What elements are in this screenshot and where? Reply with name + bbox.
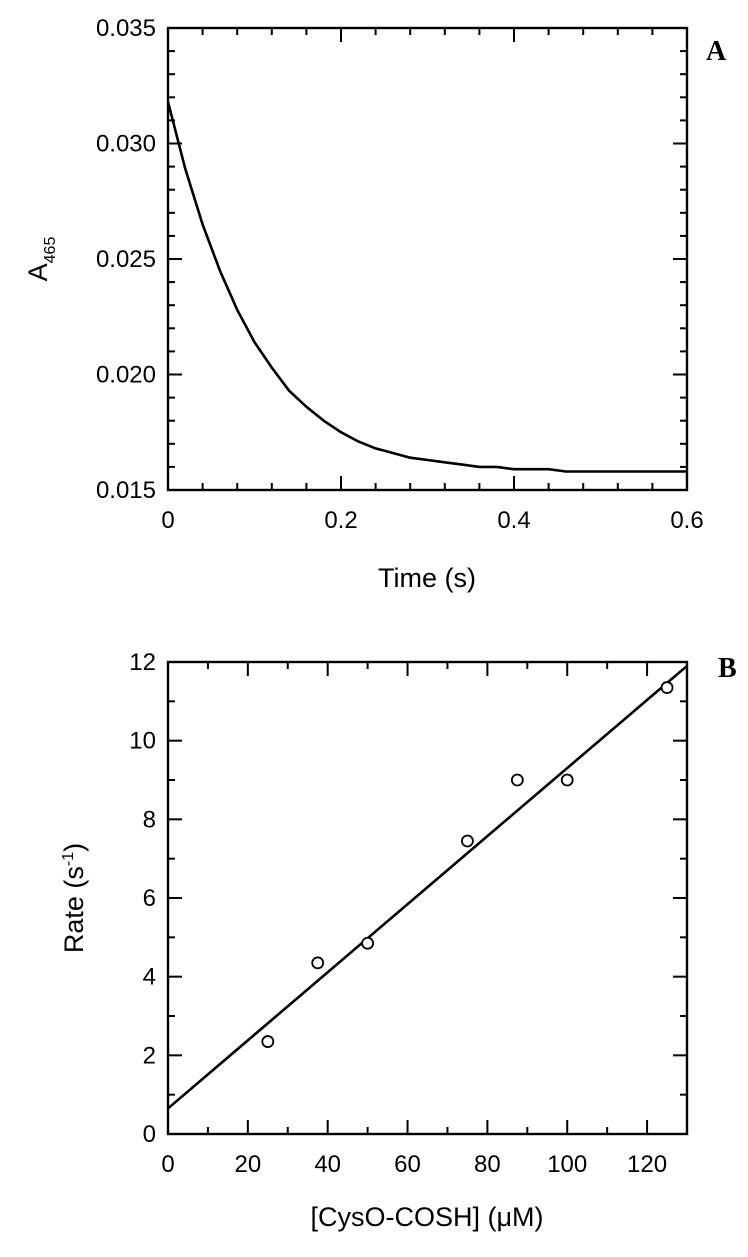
panel-b-y-axis-title-main: Rate (s <box>59 866 89 953</box>
panel-b-data-point <box>560 773 574 787</box>
panel-b-data-point <box>311 956 325 970</box>
panel-b-series <box>167 664 688 1110</box>
panel-a-y-tick-label: 0.015 <box>96 477 156 504</box>
panel-b-data-point <box>361 936 375 950</box>
panel-b-data-point <box>461 834 474 848</box>
panel-a-tick-labels: 0 0.2 0.4 0.6 0.015 0.020 0.025 0.030 0.035 <box>96 15 704 534</box>
panel-b-y-axis-title-end: ) <box>59 843 89 852</box>
panel-b-x-tick-label: 120 <box>627 1151 667 1178</box>
panel-b-plot-frame <box>166 660 689 1136</box>
panel-b-data-point <box>510 773 524 787</box>
panel-b-y-tick-label: 4 <box>143 964 156 991</box>
panel-a-y-axis-title-main: A <box>23 263 53 281</box>
svg-text:A465: A465 <box>23 237 59 282</box>
panel-b-y-axis-title: Rate (s-1) <box>59 843 89 953</box>
chart-panel-a: A 0 0.2 0.4 0.6 0.015 0.020 0.025 0.030 0.035 Ti… <box>23 15 727 593</box>
panel-a-y-axis-title-subscript: 465 <box>42 237 59 264</box>
panel-b-x-tick-label: 0 <box>161 1151 174 1178</box>
panel-b-y-tick-label: 10 <box>129 728 156 755</box>
panel-b-x-tick-label: 40 <box>314 1151 341 1178</box>
chart-panel-b: B 0 20 40 60 80 100 120 0 2 4 6 8 10 12 [CysO-COSH] (… <box>59 649 737 1232</box>
panel-b-tick-labels: 0 20 40 60 80 100 120 0 2 4 6 8 10 12 <box>129 649 667 1178</box>
panel-b-x-tick-label: 20 <box>234 1151 261 1178</box>
panel-a-ticks <box>167 27 688 491</box>
panel-b-y-tick-label: 0 <box>143 1121 156 1148</box>
panel-a-x-axis-title: Time (s) <box>378 563 476 593</box>
panel-b-x-tick-label: 80 <box>474 1151 501 1178</box>
panel-label-a: A <box>706 36 727 67</box>
panel-b-y-axis-title-superscript: -1 <box>60 852 77 866</box>
panel-a-x-tick-label: 0.6 <box>670 507 703 534</box>
panel-a-y-tick-label: 0.035 <box>96 15 156 42</box>
panel-a-plot-frame <box>166 26 689 492</box>
panel-a-y-tick-label: 0.030 <box>96 131 156 158</box>
panel-b-y-tick-label: 12 <box>129 649 156 676</box>
panel-a-x-tick-label: 0.2 <box>324 507 357 534</box>
panel-a-y-tick-label: 0.025 <box>96 246 156 273</box>
panel-b-x-axis-title: [CysO-COSH] (μM) <box>310 1202 543 1232</box>
panel-a-x-tick-label: 0.4 <box>497 507 530 534</box>
panel-a-y-tick-label: 0.020 <box>96 362 156 389</box>
panel-a-y-axis-title: A465 <box>23 237 59 282</box>
panel-b-y-tick-label: 6 <box>143 885 156 912</box>
panel-b-y-tick-label: 2 <box>143 1042 156 1069</box>
panel-a-series <box>166 101 687 473</box>
panel-label-b: B <box>718 653 737 684</box>
panel-a-decay-curve <box>166 101 687 473</box>
panel-b-data-point <box>660 681 674 694</box>
panel-b-y-tick-label: 8 <box>143 806 156 833</box>
panel-b-fit-line <box>167 664 688 1110</box>
panel-b-data-point <box>261 1035 275 1048</box>
panel-b-x-tick-label: 60 <box>394 1151 421 1178</box>
panel-b-x-tick-label: 100 <box>547 1151 587 1178</box>
panel-a-x-tick-label: 0 <box>161 507 174 534</box>
svg-text:Rate (s-1): Rate (s-1) <box>59 843 89 953</box>
